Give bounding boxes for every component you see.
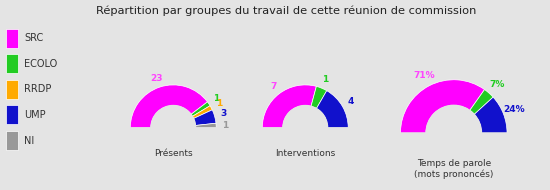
Text: RRDP: RRDP bbox=[24, 84, 52, 94]
Wedge shape bbox=[474, 97, 507, 133]
Wedge shape bbox=[195, 123, 216, 128]
Text: 23: 23 bbox=[150, 74, 163, 83]
Text: 1: 1 bbox=[222, 120, 229, 130]
Wedge shape bbox=[249, 128, 361, 184]
Text: 7: 7 bbox=[270, 82, 277, 91]
Text: Présents: Présents bbox=[154, 149, 192, 158]
Text: ECOLO: ECOLO bbox=[24, 59, 57, 69]
Circle shape bbox=[151, 105, 196, 150]
Wedge shape bbox=[191, 102, 210, 116]
Text: 1: 1 bbox=[213, 94, 220, 103]
Wedge shape bbox=[192, 106, 212, 119]
Wedge shape bbox=[311, 86, 327, 108]
Wedge shape bbox=[130, 85, 207, 128]
Wedge shape bbox=[194, 110, 216, 125]
Text: 71%: 71% bbox=[413, 71, 435, 80]
Text: NI: NI bbox=[24, 136, 35, 146]
Wedge shape bbox=[470, 89, 493, 114]
Text: 1: 1 bbox=[217, 99, 223, 108]
Wedge shape bbox=[316, 91, 348, 128]
Text: Interventions: Interventions bbox=[275, 149, 336, 158]
Wedge shape bbox=[400, 80, 485, 133]
Wedge shape bbox=[262, 85, 316, 128]
Circle shape bbox=[283, 105, 328, 150]
Circle shape bbox=[426, 105, 481, 161]
Text: 3: 3 bbox=[221, 109, 227, 118]
Wedge shape bbox=[117, 128, 229, 184]
Text: Répartition par groupes du travail de cette réunion de commission: Répartition par groupes du travail de ce… bbox=[96, 6, 476, 16]
Text: 7%: 7% bbox=[489, 80, 504, 89]
Text: SRC: SRC bbox=[24, 33, 43, 43]
Text: 24%: 24% bbox=[504, 105, 525, 114]
Text: 1: 1 bbox=[322, 75, 328, 84]
Text: 4: 4 bbox=[348, 97, 354, 106]
Text: Temps de parole
(mots prononcés): Temps de parole (mots prononcés) bbox=[414, 159, 493, 179]
Wedge shape bbox=[384, 133, 523, 190]
Text: UMP: UMP bbox=[24, 110, 46, 120]
